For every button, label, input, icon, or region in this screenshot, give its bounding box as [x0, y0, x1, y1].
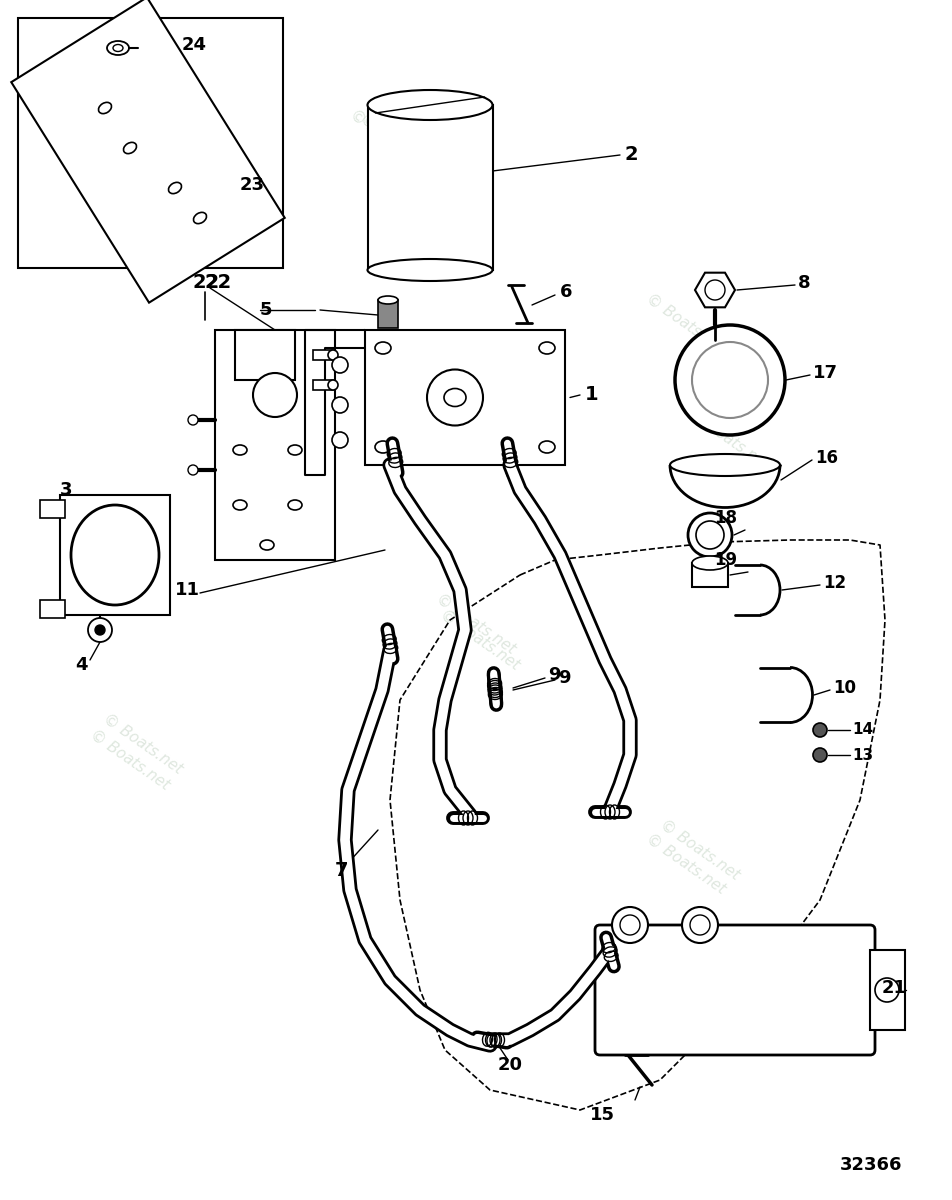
Text: 24: 24 [182, 36, 207, 54]
Text: © Boats.net: © Boats.net [687, 407, 772, 473]
Text: 10: 10 [833, 679, 856, 697]
Text: © Boats.net: © Boats.net [658, 817, 743, 883]
Text: © Boats.net: © Boats.net [643, 832, 728, 896]
Text: 13: 13 [852, 748, 873, 762]
Bar [60, 494, 170, 614]
Circle shape [427, 370, 483, 426]
Text: 15: 15 [590, 1106, 615, 1124]
Ellipse shape [328, 380, 338, 390]
Text: 3: 3 [60, 481, 72, 499]
Text: © Boats.net: © Boats.net [357, 112, 443, 176]
Circle shape [95, 625, 105, 635]
FancyBboxPatch shape [595, 925, 875, 1055]
Bar [367, 104, 492, 270]
Text: 2: 2 [625, 145, 639, 164]
Circle shape [696, 521, 724, 550]
Ellipse shape [233, 445, 247, 455]
Ellipse shape [444, 389, 466, 407]
Ellipse shape [367, 90, 492, 120]
Text: 4: 4 [75, 656, 88, 674]
Circle shape [682, 907, 718, 943]
Text: 17: 17 [813, 364, 838, 382]
Ellipse shape [539, 342, 555, 354]
Ellipse shape [670, 454, 780, 476]
Circle shape [253, 373, 297, 416]
Text: 7: 7 [335, 860, 348, 880]
Circle shape [688, 514, 732, 557]
Circle shape [705, 280, 725, 300]
Ellipse shape [260, 540, 274, 550]
Circle shape [875, 978, 899, 1002]
Text: 21: 21 [882, 979, 907, 997]
Circle shape [620, 914, 640, 935]
Circle shape [612, 907, 648, 943]
Text: 14: 14 [852, 722, 873, 738]
Circle shape [332, 358, 348, 373]
Circle shape [813, 748, 827, 762]
Bar [692, 563, 728, 587]
Circle shape [188, 464, 198, 475]
Text: 11: 11 [175, 581, 200, 599]
Polygon shape [11, 0, 285, 302]
Bar [313, 380, 333, 390]
Ellipse shape [288, 445, 302, 455]
Ellipse shape [193, 212, 207, 223]
Text: 32366: 32366 [840, 1156, 902, 1174]
Bar [313, 350, 333, 360]
Text: © Boats.net: © Boats.net [88, 727, 172, 793]
Circle shape [88, 618, 112, 642]
Bar [235, 330, 295, 380]
Ellipse shape [692, 556, 728, 570]
Text: © Boats.net: © Boats.net [433, 592, 519, 656]
Text: 18: 18 [714, 509, 737, 527]
Text: 8: 8 [798, 274, 810, 292]
Circle shape [675, 325, 785, 434]
Circle shape [332, 432, 348, 448]
Ellipse shape [288, 500, 302, 510]
Bar [870, 950, 905, 1030]
Text: 16: 16 [815, 449, 838, 467]
Text: © Boats.net: © Boats.net [100, 712, 186, 776]
Ellipse shape [375, 342, 391, 354]
Text: © Boats.net: © Boats.net [438, 607, 523, 673]
Ellipse shape [328, 350, 338, 360]
Text: © Boats.net: © Boats.net [643, 292, 728, 356]
Ellipse shape [375, 440, 391, 452]
Ellipse shape [98, 102, 111, 114]
Bar [365, 330, 565, 464]
Text: 19: 19 [714, 551, 737, 569]
Text: 6: 6 [560, 283, 572, 301]
Bar [378, 300, 398, 328]
Ellipse shape [169, 182, 182, 193]
Text: 9: 9 [558, 670, 570, 686]
Ellipse shape [124, 143, 136, 154]
Text: 20: 20 [498, 1056, 523, 1074]
Ellipse shape [107, 41, 129, 55]
Text: 12: 12 [823, 574, 846, 592]
Circle shape [813, 722, 827, 737]
Circle shape [692, 342, 768, 418]
Text: 23: 23 [240, 176, 265, 194]
Circle shape [188, 415, 198, 425]
Ellipse shape [113, 44, 123, 52]
Circle shape [690, 914, 710, 935]
Text: 22: 22 [205, 272, 232, 292]
Text: 1: 1 [585, 385, 599, 404]
Bar [40, 500, 65, 518]
Text: 9: 9 [548, 666, 561, 684]
Ellipse shape [378, 296, 398, 304]
Ellipse shape [367, 259, 492, 281]
Bar [215, 330, 335, 560]
Bar [18, 18, 283, 268]
Bar [40, 600, 65, 618]
Ellipse shape [539, 440, 555, 452]
Text: 22: 22 [192, 272, 219, 292]
Text: 5: 5 [260, 301, 272, 319]
Ellipse shape [233, 500, 247, 510]
Text: © Boats.net: © Boats.net [347, 107, 432, 173]
Circle shape [332, 397, 348, 413]
